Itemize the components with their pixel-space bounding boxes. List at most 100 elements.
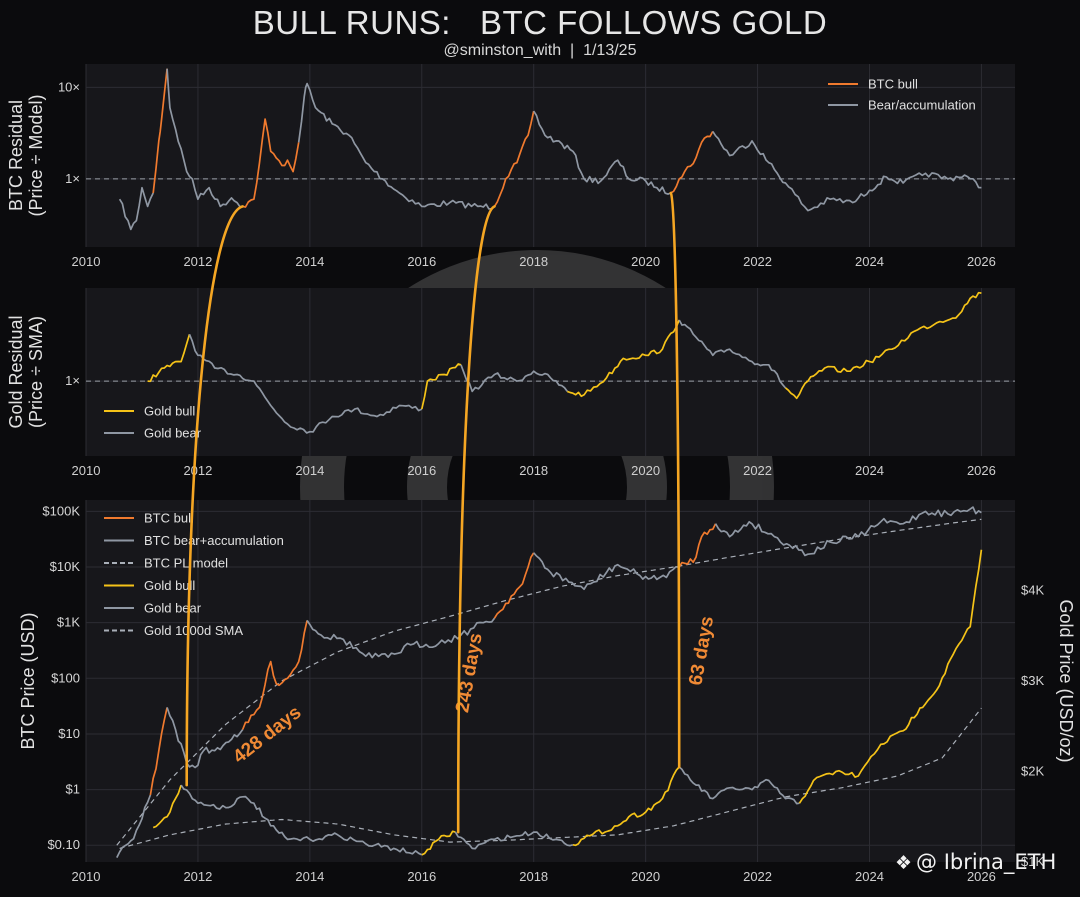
x-tick-label: 2014 [295, 463, 324, 478]
x-tick-label: 2012 [183, 463, 212, 478]
btc-residual-series-2 [166, 68, 243, 208]
legend-entry-0: BTC bull [868, 77, 918, 92]
btc-residual-series-1 [152, 68, 168, 194]
btc-price-series-8 [714, 506, 982, 557]
x-tick-label: 2018 [519, 869, 548, 884]
y-axis-label: BTC Price (USD) [18, 612, 38, 749]
bull-connector-0 [185, 205, 244, 787]
y-tick-label: 1× [65, 373, 80, 388]
btc-price-series-2 [166, 707, 244, 769]
y-axis-label-line: Gold Residual [6, 315, 26, 428]
legend-entry-1: Gold bear [144, 426, 202, 441]
btc-price-series-7 [678, 523, 717, 568]
price-panel: 2010 2012 2014 2016 2018 2020 2022 2024 2026 $0.1… [18, 500, 1076, 884]
x-tick-label: 2010 [72, 463, 101, 478]
x-tick-label: 2014 [295, 254, 324, 269]
x-tick-label: 2012 [183, 869, 212, 884]
btc-residual-series-3 [242, 118, 300, 208]
y-axis-label-line: BTC Price (USD) [18, 612, 38, 749]
y-axis-label: BTC Residual(Price ÷ Model) [6, 95, 46, 217]
gold-price-series-0 [152, 784, 182, 829]
btc-residual-series-5 [493, 110, 535, 207]
legend-entry-1: BTC bear+accumulation [144, 533, 284, 548]
bull-connector-1 [456, 205, 496, 834]
x-tick-label: 2020 [631, 254, 660, 269]
x-tick-label: 2026 [967, 869, 996, 884]
x-tick-label: 2024 [855, 254, 884, 269]
gold-price-series-4 [572, 766, 680, 847]
y-tick-label: $10 [58, 726, 80, 741]
btc-residual-series-0 [118, 186, 154, 231]
y2-tick-label: $1K [1021, 854, 1044, 869]
btc-residual-series-4 [297, 82, 496, 210]
x-tick-label: 2026 [967, 463, 996, 478]
gold-residual-series-4 [566, 319, 680, 398]
chart-subtitle: @sminston_with | 1/13/25 [443, 42, 637, 59]
btc-residual-series-6 [532, 110, 672, 195]
y-tick-label: $10K [50, 559, 81, 574]
gold-residual-series-1 [188, 333, 423, 434]
btc-residual-series-7 [670, 130, 714, 194]
gold-residual-series-5 [678, 319, 787, 389]
y-tick-label: 1× [65, 171, 80, 186]
x-tick-label: 2012 [183, 254, 212, 269]
btc-residual-panel: 2010 2012 2014 2016 2018 2020 2022 2024 2026 1× 10… [6, 64, 1015, 269]
chart-title: BULL RUNS: BTC FOLLOWS GOLD [252, 4, 828, 41]
legend-entry-0: BTC bull [144, 511, 194, 526]
y-tick-label: $100 [51, 670, 80, 685]
gold-price-series-1 [180, 784, 423, 856]
watermark: ❖ @ Ibrina_ETH [895, 850, 1056, 874]
x-tick-label: 2016 [407, 463, 436, 478]
x-tick-label: 2010 [72, 254, 101, 269]
x-tick-label: 2024 [855, 869, 884, 884]
btc-pl-model-line [116, 518, 982, 846]
y-axis-label-line: (Price ÷ SMA) [26, 316, 46, 428]
gold-residual-panel-background [86, 288, 1015, 456]
gold-residual-panel: 2010 2012 2014 2016 2018 2020 2022 2024 2026 1× Go… [6, 288, 1015, 478]
x-tick-label: 2016 [407, 869, 436, 884]
x-tick-label: 2020 [631, 869, 660, 884]
x-tick-label: 2018 [519, 463, 548, 478]
gold-price-series-3 [454, 831, 574, 850]
legend-entry-3: Gold bull [144, 578, 195, 593]
y2-axis-label: Gold Price (USD/oz) [1056, 599, 1076, 762]
gold-price-series-6 [798, 549, 983, 804]
x-tick-label: 2024 [855, 463, 884, 478]
gold-residual-series-6 [784, 291, 982, 400]
price-panel-background [86, 500, 1015, 862]
btc-price-series-5 [493, 552, 535, 619]
x-tick-label: 2014 [295, 869, 324, 884]
gold-price-series-2 [421, 830, 456, 856]
x-tick-label: 2022 [743, 869, 772, 884]
binance-diamond-icon: ❖ [895, 852, 913, 874]
watermark-text: @ Ibrina_ETH [916, 850, 1057, 874]
btc-price-series-0 [116, 794, 152, 858]
btc-price-series-6 [533, 552, 680, 591]
y-axis-label-line: (Price ÷ Model) [26, 95, 46, 217]
gold-residual-series-3 [460, 364, 568, 393]
y2-tick-label: $3K [1021, 673, 1044, 688]
y-tick-label: $100K [42, 503, 80, 518]
btc-price-series-4 [306, 617, 496, 659]
y-tick-label: $0.10 [47, 837, 80, 852]
btc-price-series-3 [241, 620, 308, 730]
x-tick-label: 2016 [407, 254, 436, 269]
x-tick-label: 2022 [743, 463, 772, 478]
y-tick-label: $1K [57, 615, 80, 630]
btc-residual-series-8 [712, 130, 982, 212]
y2-tick-label: $2K [1021, 764, 1044, 779]
x-tick-label: 2010 [72, 869, 101, 884]
y-axis-label-line: BTC Residual [6, 100, 26, 211]
gold-price-series-5 [678, 766, 800, 805]
y-tick-label: 10× [58, 79, 80, 94]
legend-entry-0: Gold bull [144, 404, 195, 419]
x-tick-label: 2026 [967, 254, 996, 269]
btc-residual-panel-background [86, 64, 1015, 247]
gold-residual-series-2 [420, 363, 462, 410]
legend-entry-1: Bear/accumulation [868, 98, 976, 113]
y-tick-label: $1 [66, 782, 80, 797]
btc-price-series-1 [149, 707, 168, 796]
gold-residual-series-0 [147, 334, 191, 383]
